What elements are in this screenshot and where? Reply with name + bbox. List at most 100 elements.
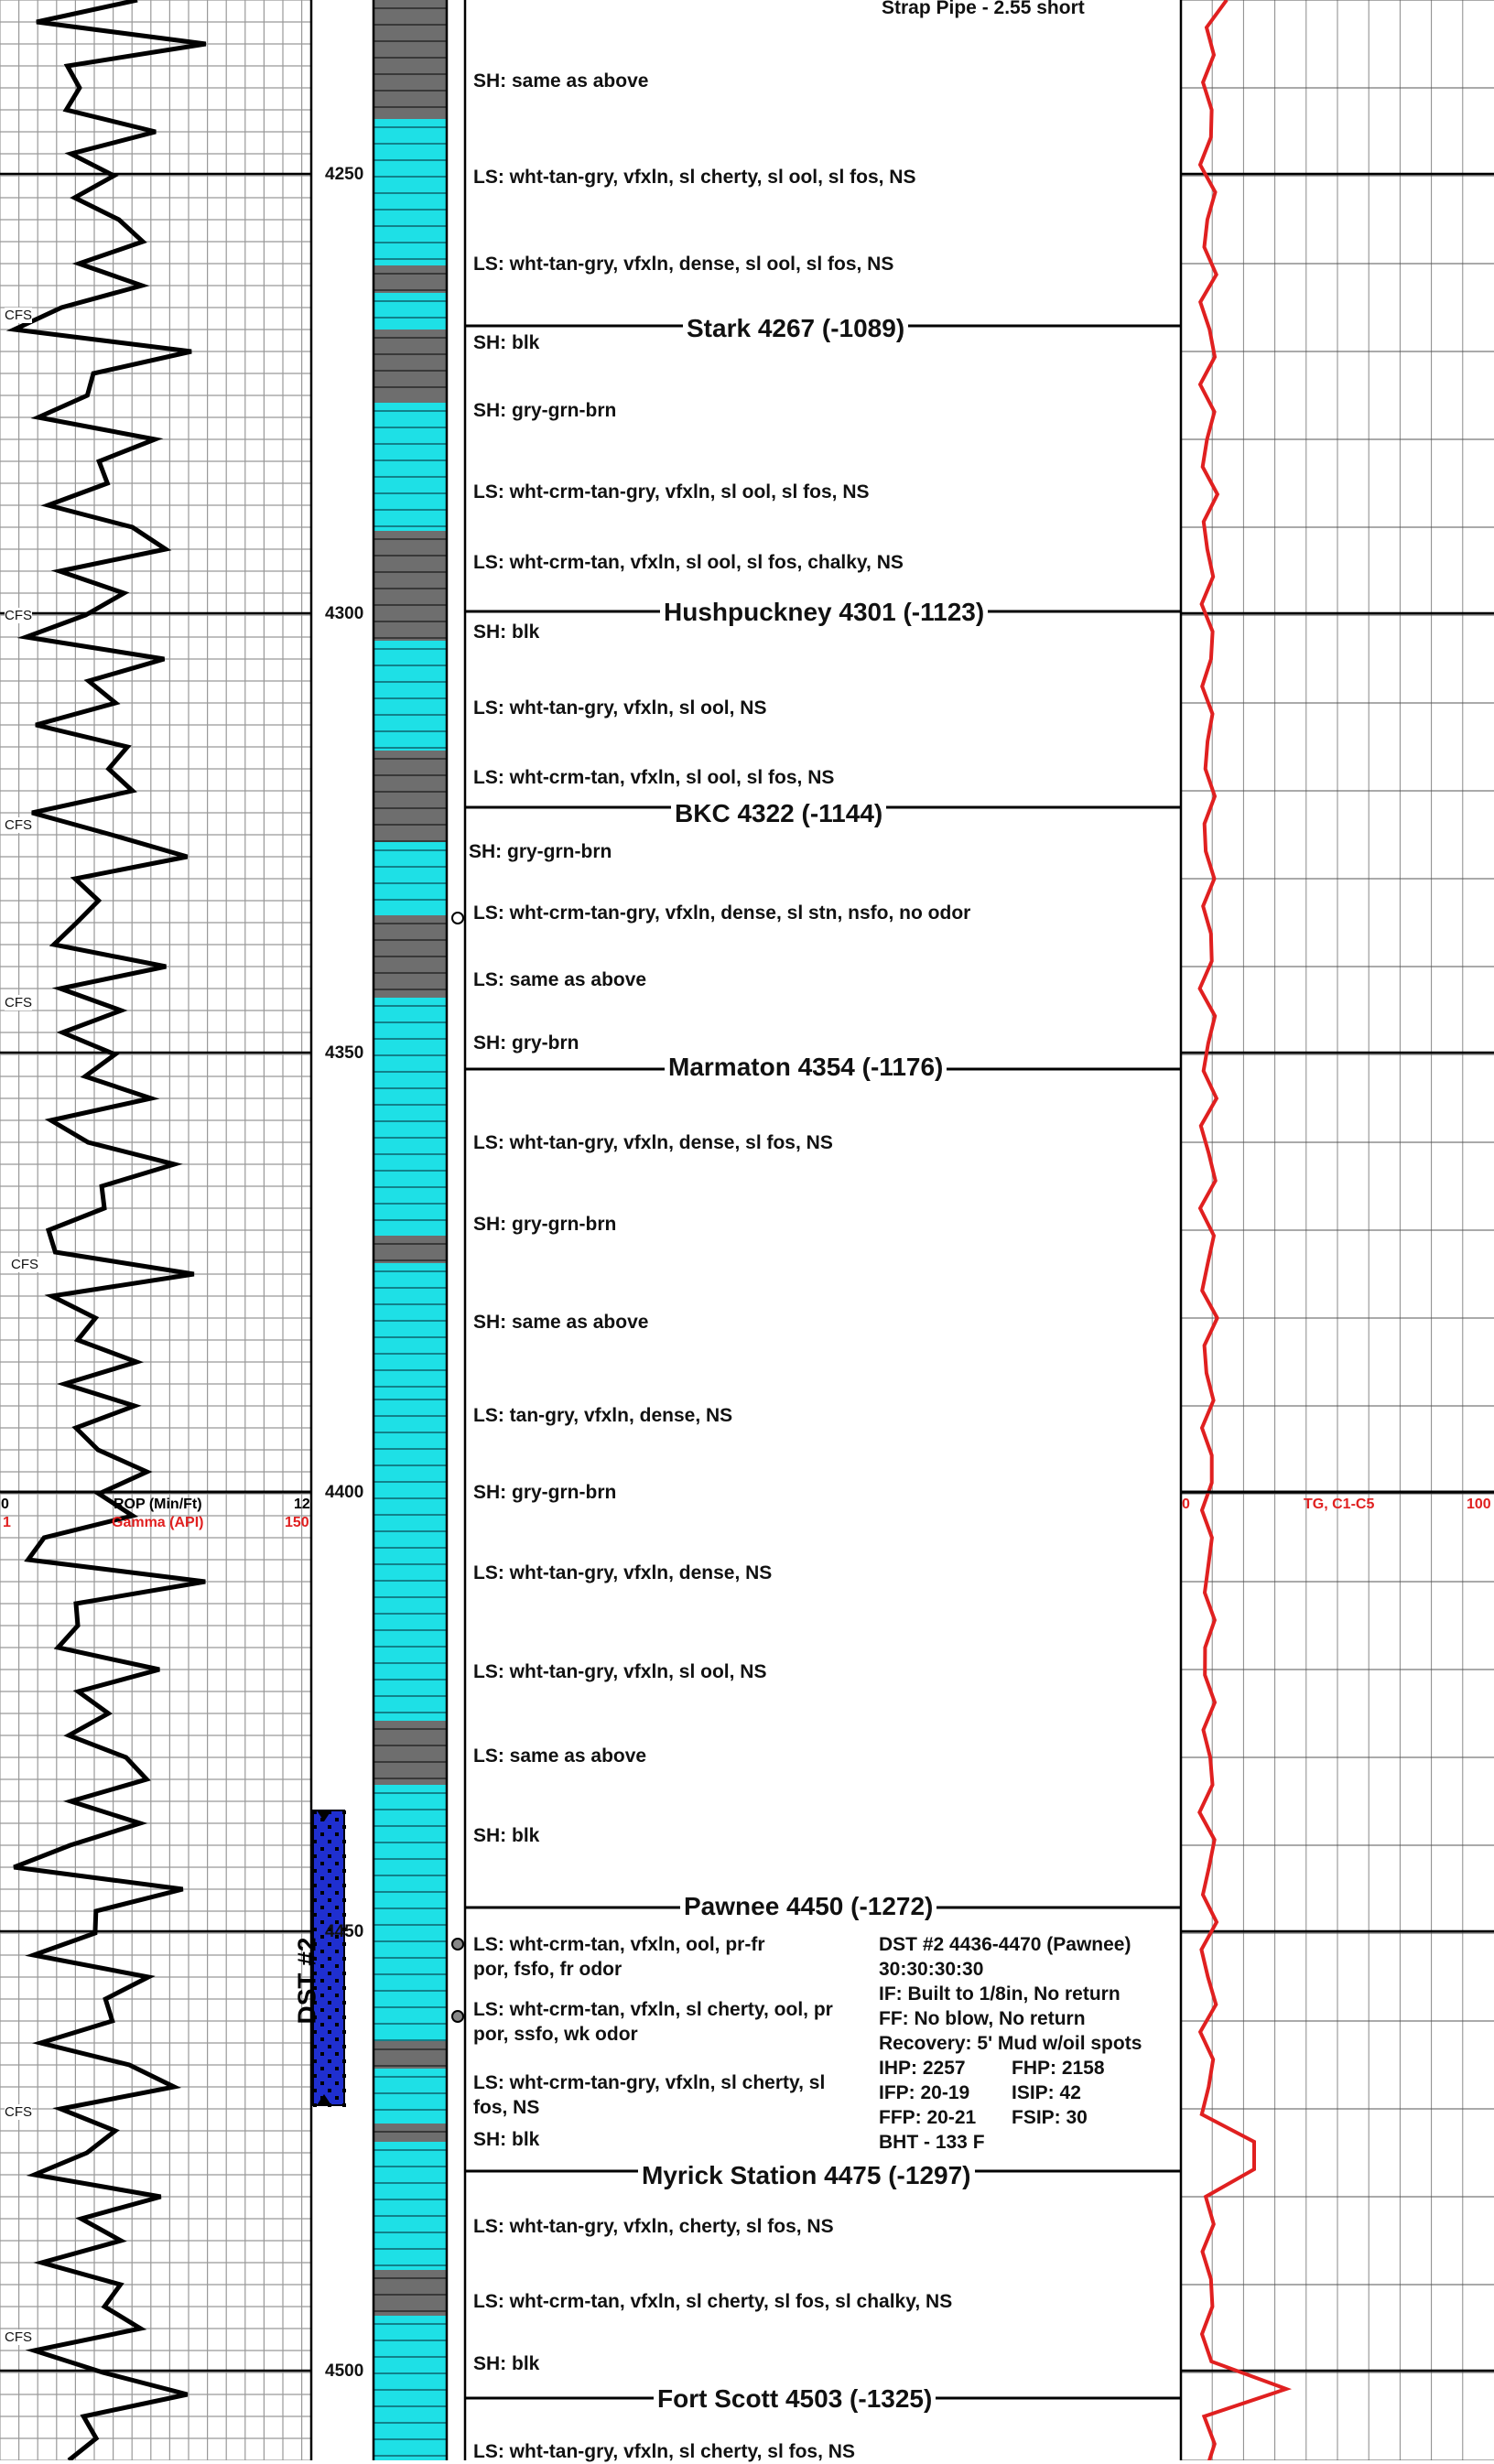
lithology-description: LS: wht-tan-gry, vfxln, sl cherty, sl oo… xyxy=(473,167,916,188)
dst-checker xyxy=(328,1884,331,1887)
lithology-description: LS: wht-crm-tan-gry, vfxln, sl cherty, s… xyxy=(473,2072,826,2093)
dst-label: DST #2 xyxy=(292,1937,321,2025)
limestone-bed xyxy=(374,2142,447,2270)
strap-pipe-note: Strap Pipe - 2.55 short xyxy=(882,0,1085,18)
formation-top-stark: Stark 4267 (-1089) xyxy=(683,314,909,343)
dst-report-line: FF: No blow, No return xyxy=(879,2008,1086,2029)
dst-checker xyxy=(320,2008,324,2012)
formation-top-fort-scott: Fort Scott 4503 (-1325) xyxy=(654,2384,936,2414)
depth-label: 4500 xyxy=(325,2361,364,2381)
lithology-column xyxy=(374,0,447,2460)
formation-top-bkc: BKC 4322 (-1144) xyxy=(671,799,887,828)
log-curves xyxy=(5,0,1293,2460)
dst-checker xyxy=(320,1979,324,1983)
dst-checker xyxy=(320,1920,324,1924)
dst-checker xyxy=(342,1957,346,1961)
dst-checker xyxy=(342,1854,346,1858)
dst-checker xyxy=(328,1898,331,1902)
limestone-bed xyxy=(374,1263,447,1391)
shale-bed xyxy=(374,265,447,293)
dst-checker xyxy=(342,1810,346,1814)
lithology-description: SH: gry-grn-brn xyxy=(473,1482,617,1503)
dst-checker xyxy=(320,2081,324,2085)
dst-checker xyxy=(335,1847,339,1851)
dst-checker xyxy=(328,2001,331,2005)
shale-bed xyxy=(374,2041,447,2069)
lithology-description: SH: gry-grn-brn xyxy=(473,400,617,421)
lithology-description: por, fsfo, fr odor xyxy=(473,1959,622,1980)
dst-checker xyxy=(342,1986,346,1990)
dst-checker xyxy=(335,1920,339,1924)
limestone-bed xyxy=(374,119,447,265)
lithology-description: LS: wht-tan-gry, vfxln, dense, NS xyxy=(473,1562,773,1583)
lithology-description: LS: wht-crm-tan-gry, vfxln, dense, sl st… xyxy=(473,902,971,924)
depth-label: 4350 xyxy=(325,1043,364,1063)
dst-checker xyxy=(342,2016,346,2019)
lithology-description: SH: blk xyxy=(473,332,540,353)
cfs-marker: CFS xyxy=(5,817,32,833)
dst-checker xyxy=(320,1847,324,1851)
dst-ifp: IFP: 20-19 xyxy=(879,2082,970,2103)
dst-fhp: FHP: 2158 xyxy=(1012,2058,1105,2079)
show-symbol xyxy=(451,2010,464,2023)
limestone-bed xyxy=(374,842,447,915)
dst-checker xyxy=(320,1862,324,1865)
dst-checker xyxy=(320,2023,324,2026)
lithology-description: LS: wht-crm-tan, vfxln, sl ool, sl fos, … xyxy=(473,552,904,573)
dst-checker xyxy=(328,2074,331,2078)
lithology-description: SH: blk xyxy=(473,1825,540,1846)
dst-checker xyxy=(335,1862,339,1865)
dst-checker xyxy=(313,2089,317,2092)
dst-checker xyxy=(328,2089,331,2092)
show-symbol xyxy=(451,912,464,924)
shale-bed xyxy=(374,330,447,403)
gas-scale-max: 100 xyxy=(1467,1497,1491,1512)
dst-checker xyxy=(335,2023,339,2026)
limestone-bed xyxy=(374,293,447,330)
dst-fsip: FSIP: 30 xyxy=(1012,2107,1088,2128)
dst-checker xyxy=(328,2059,331,2063)
formation-top-myrick-station: Myrick Station 4475 (-1297) xyxy=(638,2161,975,2190)
formation-top-marmaton: Marmaton 4354 (-1176) xyxy=(665,1053,947,1082)
dst-bottom-arrow xyxy=(317,2094,331,2105)
dst-checker xyxy=(328,1854,331,1858)
limestone-bed xyxy=(374,998,447,1236)
shale-bed xyxy=(374,1236,447,1263)
dst-checker xyxy=(313,1825,317,1829)
dst-checker xyxy=(320,1906,324,1909)
rop-scale-min: 0 xyxy=(1,1497,9,1512)
dst-checker xyxy=(328,1825,331,1829)
dst-checker xyxy=(313,1986,317,1990)
dst-checker xyxy=(335,1818,339,1821)
dst-checker xyxy=(320,2067,324,2070)
lithology-description: SH: gry-grn-brn xyxy=(473,1214,617,1235)
lithology-description: fos, NS xyxy=(473,2097,540,2118)
dst-checker xyxy=(335,2067,339,2070)
dst-checker xyxy=(328,2045,331,2048)
lithology-description: SH: same as above xyxy=(473,70,649,92)
dst-checker xyxy=(342,1869,346,1873)
dst-isip: ISIP: 42 xyxy=(1012,2082,1081,2103)
dst-checker xyxy=(342,1928,346,1931)
dst-checker xyxy=(313,1840,317,1843)
dst-checker xyxy=(320,1950,324,1953)
gamma-scale-max: 150 xyxy=(285,1515,309,1530)
dst-checker xyxy=(328,2030,331,2034)
dst-checker xyxy=(335,1994,339,1997)
dst-checker xyxy=(328,1942,331,1946)
dst-checker xyxy=(328,1972,331,1975)
rop-gamma-track-grid xyxy=(0,0,311,2460)
dst-checker xyxy=(313,2103,317,2107)
limestone-bed xyxy=(374,2316,447,2460)
rop-curve xyxy=(5,0,207,2460)
cfs-marker: CFS xyxy=(5,308,32,323)
lithology-description: LS: same as above xyxy=(473,1745,647,1767)
dst-checker xyxy=(342,1942,346,1946)
dst-checker xyxy=(342,2001,346,2005)
dst-checker xyxy=(342,2030,346,2034)
dst-top-arrow xyxy=(317,1810,331,1821)
dst-ffp: FFP: 20-21 xyxy=(879,2107,977,2128)
dst-interval-bar xyxy=(312,1810,346,2107)
lithology-description: LS: same as above xyxy=(473,969,647,990)
lithology-description: por, ssfo, wk odor xyxy=(473,2024,638,2045)
